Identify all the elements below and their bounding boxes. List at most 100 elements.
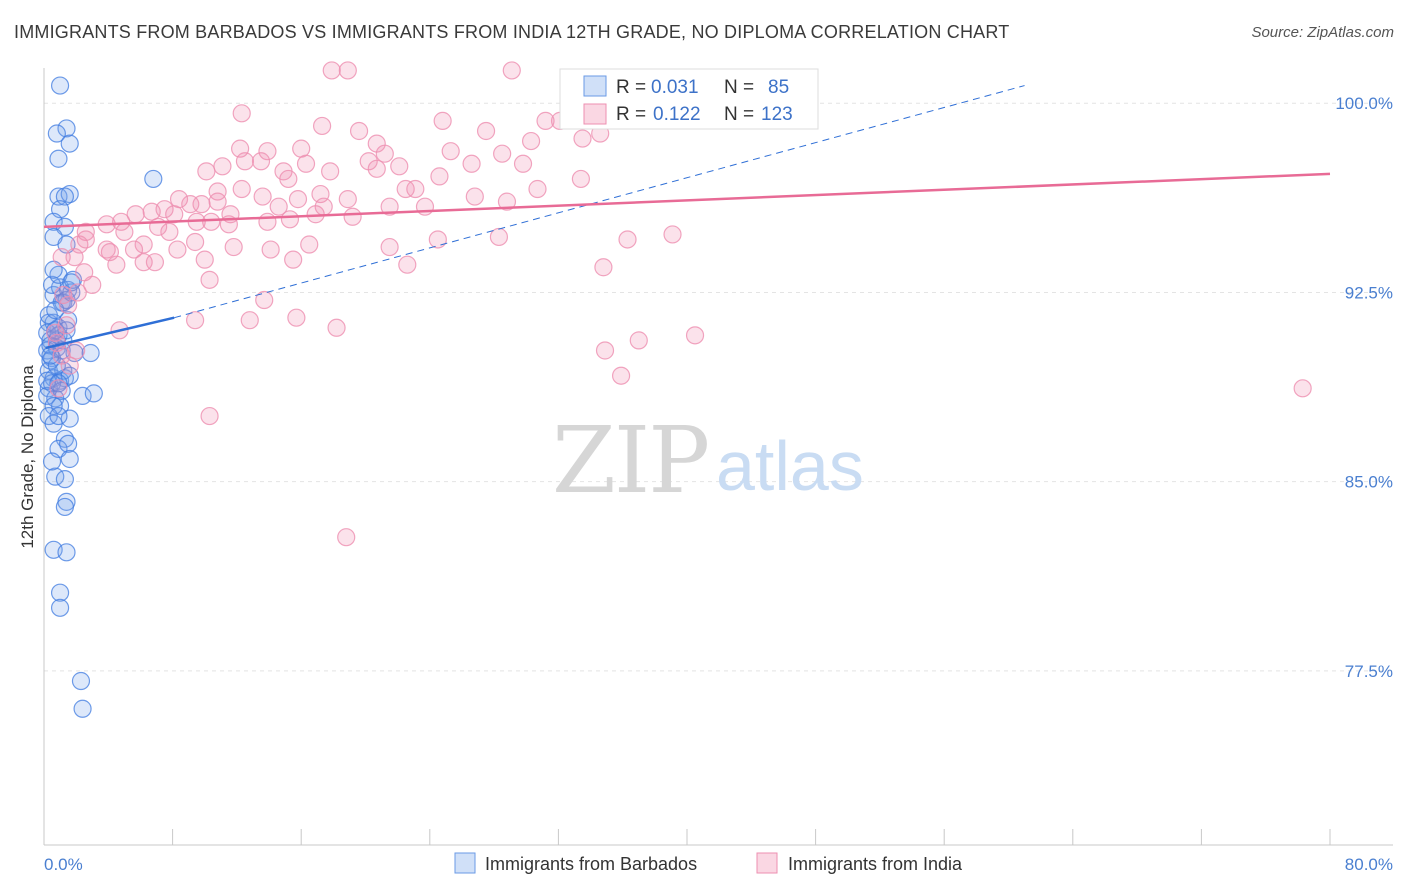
india-point xyxy=(284,250,303,269)
barbados-point xyxy=(57,543,76,562)
india-point xyxy=(497,192,517,211)
barbados-point xyxy=(57,119,76,138)
barbados-point xyxy=(50,76,70,95)
barbados-point xyxy=(55,470,74,489)
india-point xyxy=(83,275,102,294)
y-tick-label-0: 77.5% xyxy=(1345,662,1393,681)
legend-r-value-barbados: 0.031 xyxy=(651,77,699,98)
stats-legend: R = 0.031 N = 85 R = 0.122 N = 123 xyxy=(559,68,819,130)
y-axis-title: 12th Grade, No Diploma xyxy=(18,365,37,549)
barbados-point xyxy=(60,449,79,469)
trendlines xyxy=(43,85,1331,350)
india-point xyxy=(292,139,311,158)
barbados-point xyxy=(49,406,68,426)
india-point xyxy=(398,255,417,274)
barbados-point xyxy=(71,671,91,691)
legend-swatch-india xyxy=(583,103,607,125)
india-point xyxy=(327,318,346,337)
barbados-trendline-solid xyxy=(45,316,175,350)
y-tick-label-3: 100.0% xyxy=(1335,94,1393,113)
india-point xyxy=(208,182,227,201)
source-label: Source: ZipAtlas.com xyxy=(1251,24,1394,41)
barbados-point xyxy=(44,396,63,416)
india-point xyxy=(296,154,316,173)
barbados-point xyxy=(55,429,74,448)
india-point xyxy=(59,295,78,315)
barbados-point xyxy=(50,583,70,602)
india-point xyxy=(502,61,521,80)
india-point xyxy=(145,253,165,272)
india-point xyxy=(76,230,95,249)
india-point xyxy=(338,190,357,209)
india-point xyxy=(54,285,73,305)
india-point xyxy=(433,111,452,130)
india-point xyxy=(186,232,205,252)
india-point xyxy=(52,248,71,267)
bottom-legend-label-india: Immigrants from India xyxy=(788,854,963,874)
india-point xyxy=(380,197,399,216)
legend-n-label-barbados: N = xyxy=(724,77,754,98)
barbados-point xyxy=(49,374,68,393)
india-point xyxy=(300,235,319,254)
barbados-point xyxy=(57,321,76,340)
barbados-point xyxy=(81,343,100,363)
india-point xyxy=(224,237,243,257)
legend-n-value-india: 123 xyxy=(761,104,793,125)
india-point xyxy=(213,157,232,176)
india-point xyxy=(134,235,153,254)
india-point xyxy=(338,61,357,80)
barbados-point xyxy=(60,184,79,204)
india-point xyxy=(571,169,591,189)
india-point xyxy=(343,207,362,226)
india-point xyxy=(390,157,409,176)
india-point xyxy=(60,356,79,375)
legend-n-label-india: N = xyxy=(724,104,754,125)
india-point xyxy=(258,212,277,231)
watermark-atlas: atlas xyxy=(716,427,864,505)
india-point xyxy=(288,190,308,209)
series-barbados xyxy=(38,76,163,718)
barbados-point xyxy=(42,452,62,471)
series-legend: Immigrants from Barbados Immigrants from… xyxy=(454,852,963,874)
legend-n-value-barbados: 85 xyxy=(768,77,789,98)
india-point xyxy=(67,341,86,360)
barbados-point xyxy=(60,134,79,153)
india-point xyxy=(528,179,547,199)
watermark: ZIP atlas xyxy=(552,407,864,514)
india-point xyxy=(441,142,460,161)
x-tick-label-max: 80.0% xyxy=(1345,855,1393,874)
india-point xyxy=(337,528,356,547)
india-point xyxy=(1293,379,1312,398)
india-point xyxy=(155,200,174,219)
barbados-point xyxy=(47,356,66,375)
india-point xyxy=(287,308,306,327)
india-point xyxy=(430,167,449,186)
india-point xyxy=(663,225,682,244)
barbados-point xyxy=(84,384,103,403)
x-ticks xyxy=(43,829,1331,845)
india-point xyxy=(489,227,509,247)
legend-swatch-barbados xyxy=(583,75,607,97)
india-point xyxy=(197,162,216,181)
india-point xyxy=(279,169,298,189)
india-point xyxy=(513,154,533,173)
india-point xyxy=(321,162,340,181)
y-tick-label-1: 85.0% xyxy=(1345,473,1393,492)
barbados-point xyxy=(55,497,74,517)
x-tick-label-min: 0.0% xyxy=(44,855,83,874)
india-point xyxy=(406,179,425,199)
india-point xyxy=(493,144,512,163)
india-point xyxy=(536,111,555,130)
india-point xyxy=(115,222,134,242)
india-point xyxy=(235,152,255,171)
barbados-trendline-dashed xyxy=(174,85,1025,319)
bottom-legend-swatch-india xyxy=(756,852,778,874)
india-point xyxy=(380,237,399,257)
barbados-point xyxy=(47,124,66,143)
india-point xyxy=(186,311,205,330)
india-point xyxy=(594,258,613,277)
india-point xyxy=(192,195,211,214)
india-point xyxy=(322,61,341,80)
india-point xyxy=(97,240,116,259)
